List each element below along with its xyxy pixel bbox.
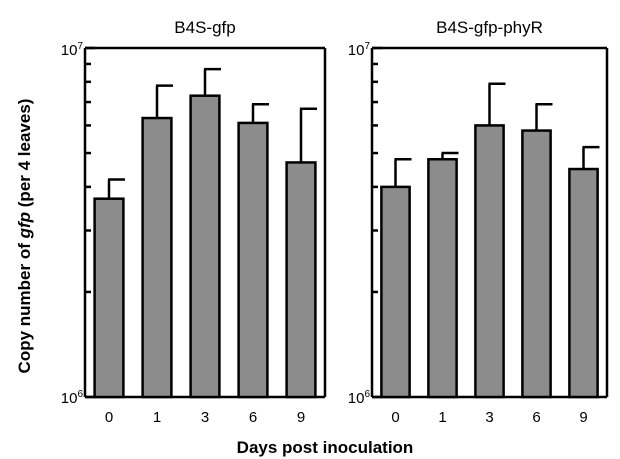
bar — [521, 129, 552, 399]
y-axis-label-italic: gfp — [15, 212, 34, 239]
bar — [141, 116, 173, 399]
x-tick-label: 6 — [249, 409, 257, 426]
y-tick-label: 107 — [61, 41, 84, 59]
x-tick-label: 0 — [391, 409, 399, 426]
y-tick-label: 107 — [348, 41, 371, 59]
y-axis-label-pre: Copy number of — [15, 238, 34, 373]
x-tick-label: 3 — [485, 409, 493, 426]
y-tick-label-base: 10 — [348, 390, 365, 407]
bar — [474, 124, 505, 399]
bar — [427, 157, 458, 399]
x-tick-label: 6 — [532, 409, 540, 426]
y-tick-label-exponent: 6 — [77, 389, 83, 400]
y-axis-label-post: (per 4 leaves) — [15, 99, 34, 212]
x-tick-label: 1 — [438, 409, 446, 426]
y-tick-label-base: 10 — [348, 42, 365, 59]
y-tick-label-base: 10 — [61, 42, 78, 59]
bar — [93, 197, 125, 399]
panel-title: B4S-gfp-phyR — [436, 18, 543, 37]
bar — [568, 167, 599, 399]
y-tick-label-exponent: 7 — [364, 41, 370, 52]
bar — [237, 121, 269, 399]
y-tick-label-exponent: 6 — [364, 389, 370, 400]
y-tick-label-base: 10 — [61, 390, 78, 407]
bar — [285, 161, 317, 399]
bar — [380, 185, 411, 399]
x-tick-label: 1 — [153, 409, 161, 426]
panel-title: B4S-gfp — [174, 18, 235, 37]
bar — [189, 94, 221, 399]
y-axis-label: Copy number of gfp (per 4 leaves) — [15, 99, 34, 374]
y-tick-label: 106 — [348, 389, 371, 407]
y-tick-label: 106 — [61, 389, 84, 407]
x-tick-label: 3 — [201, 409, 209, 426]
x-tick-label: 0 — [105, 409, 113, 426]
x-tick-label: 9 — [579, 409, 587, 426]
y-tick-label-exponent: 7 — [77, 41, 83, 52]
x-tick-label: 9 — [297, 409, 305, 426]
x-axis-label: Days post inoculation — [237, 438, 414, 457]
